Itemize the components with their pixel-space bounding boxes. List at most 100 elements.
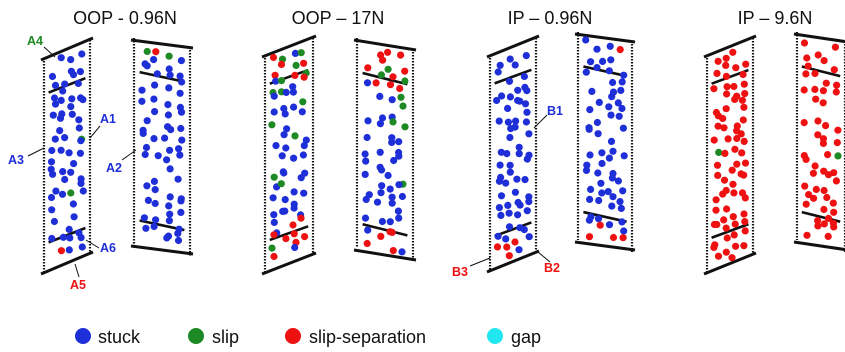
- contact-point-stuck: [163, 234, 171, 242]
- contact-point-stuck: [290, 103, 298, 111]
- contact-point-stuck: [270, 218, 278, 226]
- contact-point-stuck: [598, 159, 606, 168]
- contact-point-stuck: [594, 130, 602, 138]
- contact-point-stuck: [586, 106, 594, 114]
- contact-point-stuck: [586, 151, 594, 159]
- contact-point-slip-separation: [731, 145, 739, 153]
- contact-point-stuck: [48, 234, 56, 243]
- contact-point-stuck: [49, 111, 57, 119]
- contact-point-stuck: [166, 165, 174, 173]
- contact-point-slip-separation: [802, 70, 810, 78]
- contact-point-slip-separation: [384, 48, 392, 56]
- contact-point-stuck: [52, 187, 60, 195]
- contact-point-stuck: [69, 200, 77, 208]
- contact-point-stuck: [511, 61, 519, 69]
- contact-point-stuck: [585, 125, 593, 133]
- contact-point-stuck: [614, 177, 623, 185]
- contact-point-slip-separation: [820, 220, 828, 228]
- contact-point-stuck: [291, 243, 299, 252]
- contact-point-slip: [277, 77, 286, 85]
- contact-point-stuck: [176, 72, 184, 80]
- strip-oop17-b: [353, 38, 417, 262]
- contact-point-stuck: [523, 87, 531, 95]
- contact-point-stuck: [582, 166, 591, 174]
- contact-point-slip-separation: [723, 234, 731, 242]
- callout-a1: A1: [100, 112, 116, 126]
- contact-point-slip-separation: [741, 227, 749, 235]
- contact-point-slip-separation: [740, 137, 748, 145]
- contact-point-slip-separation: [809, 169, 818, 177]
- contact-point-stuck: [388, 96, 396, 104]
- contact-point-slip-separation: [823, 193, 831, 202]
- contact-point-slip-separation: [812, 185, 820, 193]
- contact-point-stuck: [378, 182, 386, 190]
- contact-point-stuck: [48, 72, 57, 81]
- contact-point-stuck: [51, 100, 60, 108]
- contact-point-slip-separation: [741, 159, 750, 167]
- contact-point-stuck: [174, 229, 182, 237]
- contact-point-slip-separation: [269, 53, 278, 62]
- contact-point-stuck: [388, 138, 396, 146]
- contact-point-slip-separation: [739, 116, 747, 124]
- contact-point-slip-separation: [379, 56, 387, 64]
- contact-point-slip: [384, 65, 392, 73]
- contact-point-slip: [401, 123, 409, 131]
- contact-point-stuck: [594, 215, 603, 223]
- contact-point-stuck: [281, 207, 289, 215]
- contact-point-stuck: [166, 193, 174, 201]
- contact-point-stuck: [164, 111, 172, 119]
- contact-point-slip-separation: [738, 149, 746, 157]
- contact-point-stuck: [376, 92, 384, 100]
- callout-a6: A6: [100, 241, 116, 255]
- strip-divider: [583, 65, 627, 78]
- contact-point-stuck: [50, 217, 59, 226]
- contact-point-stuck: [270, 108, 278, 116]
- contact-point-stuck: [298, 108, 306, 116]
- strip-edge-bottom: [130, 244, 194, 256]
- contact-point-stuck: [282, 88, 290, 96]
- strip-edge-top: [574, 32, 636, 44]
- legend-marker-gap: [487, 328, 503, 344]
- contact-point-slip-separation: [732, 64, 740, 72]
- contact-point-stuck: [605, 154, 614, 162]
- contact-point-stuck: [280, 104, 288, 113]
- contact-point-stuck: [150, 135, 158, 143]
- contact-point-stuck: [59, 87, 67, 95]
- contact-point-slip-separation: [740, 103, 748, 111]
- contact-point-stuck: [494, 232, 502, 240]
- contact-point-slip: [67, 189, 75, 197]
- contact-point-stuck: [166, 210, 174, 218]
- contact-point-slip-separation: [505, 252, 513, 260]
- strip-divider: [711, 222, 749, 239]
- contact-point-stuck: [48, 206, 56, 214]
- contact-point-slip-separation: [388, 228, 396, 236]
- strip-edge-top: [793, 32, 845, 44]
- panel-title-ip-0-96n: IP – 0.96N: [508, 8, 593, 28]
- contact-point-stuck: [497, 148, 505, 156]
- contact-point-slip-separation: [802, 200, 810, 208]
- contact-point-stuck: [61, 134, 69, 142]
- contact-point-stuck: [583, 161, 591, 169]
- strip-ip096-b: [574, 32, 636, 252]
- legend-label-gap: gap: [511, 327, 541, 347]
- contact-point-stuck: [65, 246, 73, 254]
- contact-point-slip-separation: [729, 48, 737, 56]
- contact-point-stuck: [300, 142, 308, 150]
- contact-point-slip: [291, 132, 299, 140]
- contact-point-stuck: [505, 223, 514, 231]
- contact-point-stuck: [281, 196, 289, 204]
- contact-point-slip-separation: [732, 242, 740, 250]
- strip-edge-bottom: [703, 251, 757, 276]
- contact-point-slip-separation: [722, 248, 730, 256]
- contact-point-slip: [268, 121, 276, 129]
- contact-point-stuck: [272, 142, 280, 150]
- contact-point-slip-separation: [804, 62, 812, 70]
- contact-point-stuck: [152, 216, 160, 224]
- contact-point-stuck: [586, 195, 594, 203]
- legend-label-slip: slip: [212, 327, 239, 347]
- contact-point-slip-separation: [722, 72, 731, 80]
- contact-point-stuck: [363, 133, 371, 142]
- contact-point-stuck: [75, 124, 83, 132]
- contact-point-stuck: [618, 218, 626, 226]
- contact-point-slip-separation: [811, 85, 819, 93]
